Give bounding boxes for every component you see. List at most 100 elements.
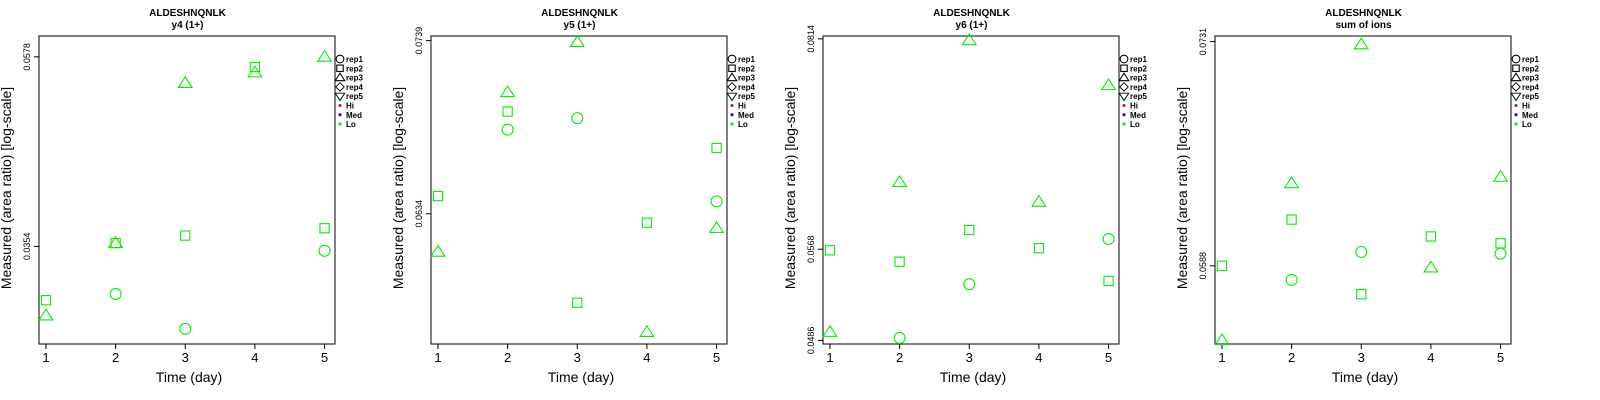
data-point-rep2 (1033, 243, 1045, 254)
x-tick-label: 2 (504, 350, 511, 365)
x-tick-label: 4 (251, 350, 258, 365)
legend-symbol-rep2 (1120, 64, 1128, 73)
data-point-rep3 (107, 235, 124, 249)
legend-symbol-lo (1122, 122, 1126, 126)
data-point-rep2 (572, 297, 583, 308)
legend-label-rep5: rep5 (1522, 92, 1539, 101)
data-point-rep1 (571, 112, 584, 125)
x-tick-label: 5 (321, 350, 328, 365)
x-tick-label: 1 (1218, 350, 1225, 365)
x-tick-label: 3 (574, 350, 581, 365)
legend-symbol-med (1122, 113, 1126, 117)
x-axis-label: Time (day) (1332, 369, 1398, 385)
chart-subtitle: sum of ions (1335, 20, 1392, 31)
legend-label-lo: Lo (346, 120, 356, 129)
data-point-rep3 (499, 84, 516, 98)
y-tick-label: 0.0354 (22, 233, 32, 261)
data-point-rep3 (316, 49, 333, 62)
data-point-rep2 (40, 295, 52, 306)
data-point-rep2 (319, 223, 330, 234)
chart-title: ALDESHNQNLK (1325, 8, 1402, 19)
chart-subtitle: y6 (1+) (956, 20, 988, 31)
x-tick-label: 4 (1035, 350, 1042, 365)
data-point-rep3 (961, 33, 978, 46)
x-tick-label: 1 (42, 350, 49, 365)
legend-label-rep1: rep1 (1130, 55, 1147, 64)
data-point-rep2 (641, 217, 653, 228)
data-point-rep3 (1283, 176, 1300, 189)
legend-label-med: Med (738, 111, 754, 120)
y-tick-label: 0.0568 (806, 235, 816, 263)
legend-label-rep4: rep4 (1522, 83, 1539, 92)
data-point-rep2 (432, 190, 444, 202)
data-point-rep2 (964, 224, 975, 236)
data-point-rep2 (1286, 214, 1297, 225)
legend-label-rep5: rep5 (1130, 92, 1147, 101)
legend-symbol-med (1514, 113, 1518, 117)
legend-symbol-hi (730, 103, 734, 108)
legend-symbol-hi (1514, 103, 1518, 108)
x-tick-label: 5 (713, 350, 720, 365)
data-point-rep1 (1355, 245, 1368, 258)
legend-label-rep4: rep4 (346, 83, 363, 92)
x-tick-label: 1 (826, 350, 833, 365)
legend-label-rep2: rep2 (1522, 64, 1539, 73)
legend-symbol-rep4 (335, 82, 345, 92)
data-point-rep3 (708, 220, 725, 234)
plot-frame (38, 35, 336, 345)
legend-symbol-rep4 (727, 82, 737, 92)
data-point-rep2 (502, 106, 513, 117)
legend-symbol-lo (338, 122, 342, 126)
data-point-rep2 (110, 237, 121, 249)
legend-label-hi: Hi (1130, 102, 1138, 111)
legend-label-med: Med (346, 111, 362, 120)
x-tick-label: 1 (434, 350, 441, 365)
data-point-rep1 (893, 331, 906, 345)
data-point-rep3 (177, 75, 194, 89)
legend-symbol-hi (338, 103, 342, 108)
legend-label-rep1: rep1 (346, 55, 363, 64)
y-tick-label: 0.0486 (806, 327, 816, 355)
data-point-rep1 (1494, 247, 1507, 260)
legend-symbol-rep1 (1119, 54, 1129, 64)
data-point-rep3 (639, 324, 655, 337)
legend-label-lo: Lo (1130, 120, 1140, 129)
data-point-rep1 (963, 278, 976, 291)
legend-label-hi: Hi (1522, 102, 1530, 111)
legend-symbol-rep2 (1512, 64, 1520, 73)
data-point-rep2 (1425, 231, 1437, 242)
x-tick-label: 2 (112, 350, 119, 365)
y-axis-label: Measured (area ratio) [log-scale] (390, 87, 406, 289)
y-tick-label: 0.0731 (1198, 28, 1208, 56)
x-tick-label: 2 (1288, 350, 1295, 365)
legend-label-rep4: rep4 (738, 83, 755, 92)
chart-subtitle: y5 (1+) (564, 20, 596, 31)
legend-symbol-rep5 (334, 92, 346, 102)
y-tick-label: 0.0578 (22, 43, 32, 71)
data-point-rep3 (1100, 77, 1117, 91)
data-point-rep3 (1353, 37, 1370, 50)
y-axis-label: Measured (area ratio) [log-scale] (782, 87, 798, 289)
data-point-rep1 (318, 244, 331, 257)
data-point-rep1 (710, 195, 723, 208)
x-tick-label: 3 (1358, 350, 1365, 365)
legend-symbol-med (338, 113, 342, 117)
data-point-rep1 (109, 287, 122, 301)
legend-symbol-rep5 (1118, 92, 1130, 102)
data-point-rep3 (1031, 194, 1047, 207)
data-point-rep2 (1356, 289, 1367, 300)
data-point-rep3 (822, 324, 838, 337)
x-axis-label: Time (day) (548, 369, 614, 385)
legend-label-rep2: rep2 (738, 64, 755, 73)
legend-symbol-rep1 (1511, 54, 1521, 64)
legend-label-rep3: rep3 (738, 74, 755, 83)
legend-label-rep3: rep3 (1130, 74, 1147, 83)
y-tick-label: 0.0814 (806, 25, 816, 53)
chart-title: ALDESHNQNLK (933, 8, 1010, 19)
x-tick-label: 5 (1105, 350, 1112, 365)
